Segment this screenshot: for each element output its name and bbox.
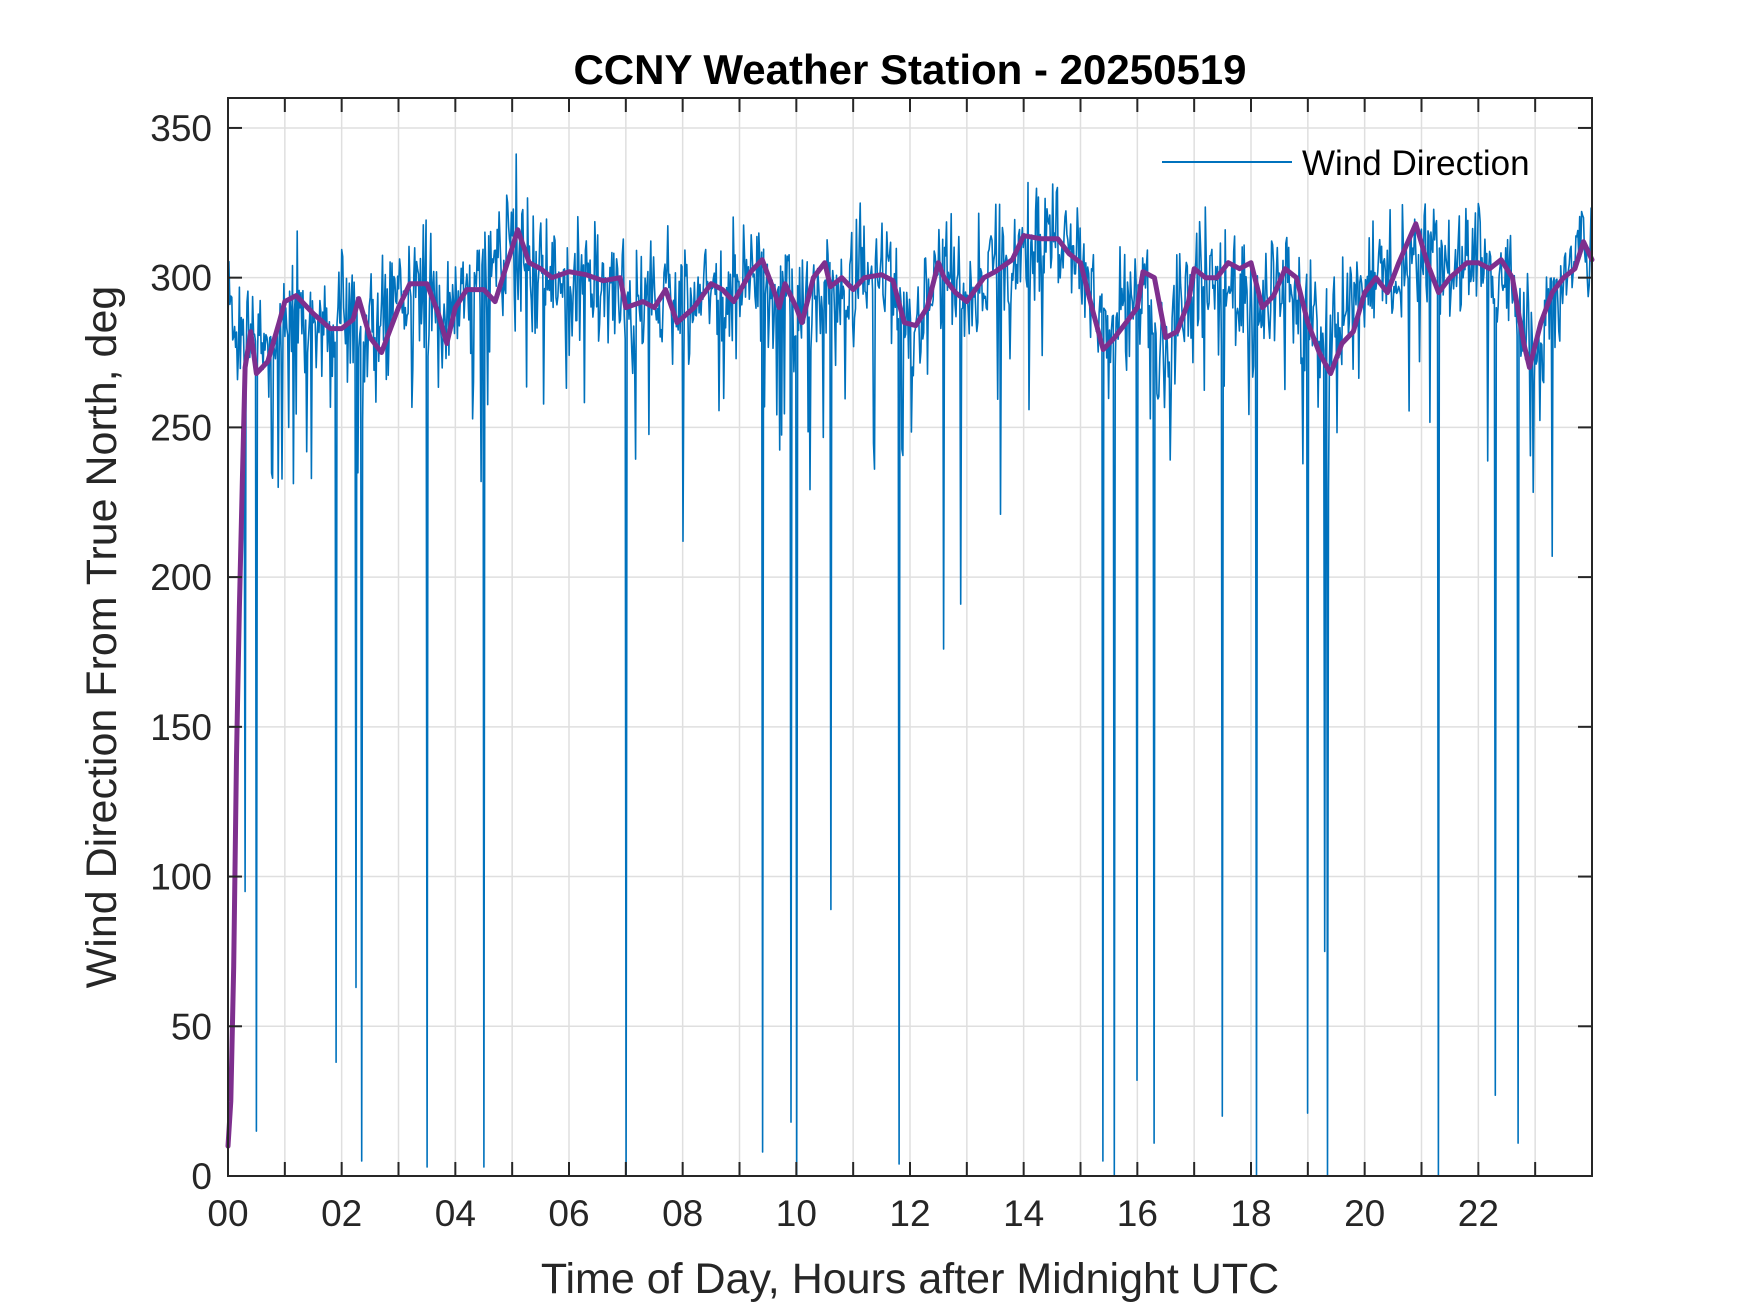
x-tick-label: 12: [889, 1193, 930, 1234]
y-tick-label: 50: [171, 1006, 212, 1047]
x-tick-label: 02: [321, 1193, 362, 1234]
x-tick-label: 18: [1230, 1193, 1271, 1234]
x-tick-label: 16: [1117, 1193, 1158, 1234]
x-axis-label: Time of Day, Hours after Midnight UTC: [541, 1255, 1279, 1303]
y-axis-label: Wind Direction From True North, deg: [78, 286, 126, 989]
chart-title: CCNY Weather Station - 20250519: [573, 46, 1246, 93]
data-series: [225, 153, 1595, 1177]
y-tick-label: 200: [150, 557, 212, 598]
y-tick-label: 100: [150, 857, 212, 898]
y-tick-label: 350: [150, 108, 212, 149]
legend-label-wind-direction: Wind Direction: [1302, 144, 1530, 183]
x-tick-label: 14: [1003, 1193, 1044, 1234]
y-tick-label: 150: [150, 707, 212, 748]
x-tick-label: 22: [1458, 1193, 1499, 1234]
tick-labels: 00 02 04 06 08 10 12 14 16 18 20 22 0 50 100 150 200 250 3…: [150, 108, 1499, 1234]
y-tick-label: 250: [150, 407, 212, 448]
y-tick-label: 300: [150, 258, 212, 299]
x-tick-label: 08: [662, 1193, 703, 1234]
axis-ticks: [228, 98, 1592, 1177]
series-line-smoothed-wind-direction: [225, 221, 1595, 1149]
series-line-wind-direction: [227, 153, 1593, 1177]
x-tick-label: 06: [548, 1193, 589, 1234]
x-tick-label: 10: [776, 1193, 817, 1234]
x-tick-label: 04: [435, 1193, 476, 1234]
legend: Wind Direction: [1162, 144, 1530, 183]
y-tick-label: 0: [191, 1156, 212, 1197]
x-tick-label: 20: [1344, 1193, 1385, 1234]
x-tick-label: 00: [207, 1193, 248, 1234]
